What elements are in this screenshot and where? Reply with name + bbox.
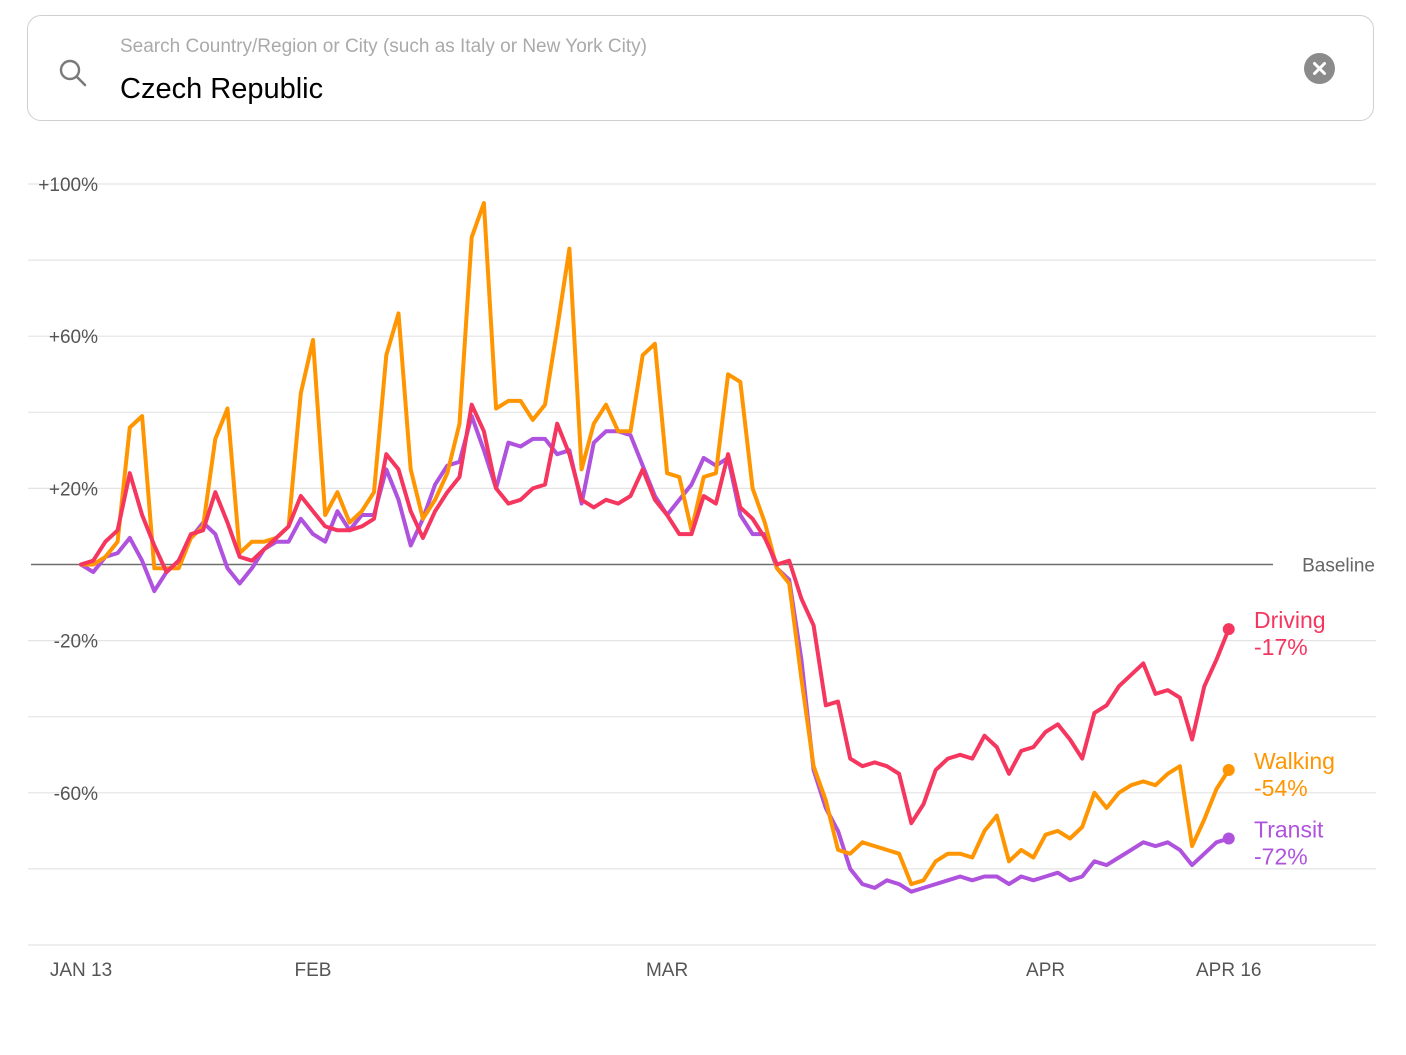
series bbox=[79, 201, 1235, 894]
search-input[interactable] bbox=[120, 73, 1270, 106]
clear-icon bbox=[1313, 62, 1326, 75]
search-bar[interactable]: Search Country/Region or City (such as I… bbox=[27, 15, 1374, 121]
y-tick-label: +60% bbox=[49, 327, 98, 348]
x-tick-label: JAN 13 bbox=[50, 960, 112, 981]
y-tick-label: -60% bbox=[54, 784, 98, 805]
x-tick-label: MAR bbox=[646, 960, 688, 981]
y-axis: +100% +60% +20% -20% -60% bbox=[38, 175, 98, 805]
series-line-walking bbox=[79, 201, 1231, 887]
end-labels: Driving-17% Walking-54% Transit-72% bbox=[1254, 607, 1335, 869]
x-tick-label: APR bbox=[1026, 960, 1065, 981]
series-value-transit: -72% bbox=[1254, 843, 1308, 869]
y-tick-label: -20% bbox=[54, 632, 98, 653]
baseline-label: Baseline bbox=[1302, 556, 1375, 577]
x-tick-label: FEB bbox=[295, 960, 332, 981]
mobility-line-chart: +100% +60% +20% -20% -60% JAN 13 FEB MAR APR APR… bbox=[28, 175, 1376, 981]
series-line-transit bbox=[79, 414, 1231, 894]
series-end-point-transit bbox=[1222, 832, 1235, 845]
clear-search-button[interactable] bbox=[1304, 53, 1335, 84]
grid bbox=[28, 183, 1376, 946]
y-tick-label: +20% bbox=[49, 479, 98, 500]
x-tick-label: APR 16 bbox=[1196, 960, 1261, 981]
series-end-point-walking bbox=[1222, 763, 1235, 776]
x-axis: JAN 13 FEB MAR APR APR 16 bbox=[50, 960, 1262, 981]
series-end-point-driving bbox=[1222, 623, 1235, 636]
series-name-driving: Driving bbox=[1254, 607, 1326, 633]
series-name-transit: Transit bbox=[1254, 816, 1324, 842]
series-line-driving bbox=[79, 402, 1231, 826]
search-placeholder: Search Country/Region or City (such as I… bbox=[120, 36, 647, 57]
search-icon bbox=[58, 58, 88, 88]
series-value-driving: -17% bbox=[1254, 634, 1308, 660]
y-tick-label: +100% bbox=[38, 175, 98, 196]
series-value-walking: -54% bbox=[1254, 775, 1308, 801]
series-name-walking: Walking bbox=[1254, 748, 1335, 774]
baseline: Baseline bbox=[31, 556, 1375, 577]
